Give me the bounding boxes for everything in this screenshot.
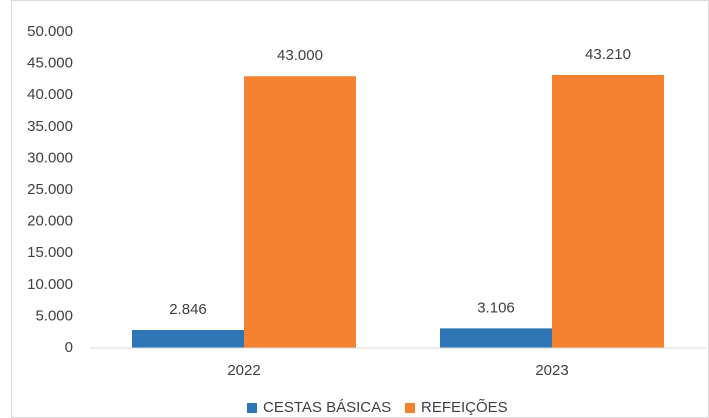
bar bbox=[132, 330, 244, 348]
legend-label: CESTAS BÁSICAS bbox=[263, 399, 391, 416]
data-label: 43.210 bbox=[585, 46, 631, 63]
data-label: 43.000 bbox=[277, 47, 323, 64]
legend-swatch bbox=[405, 403, 415, 413]
y-tick-label: 45.000 bbox=[27, 55, 73, 72]
y-tick-label: 25.000 bbox=[27, 181, 73, 198]
y-tick-label: 5.000 bbox=[35, 307, 73, 324]
y-tick-label: 0 bbox=[65, 339, 73, 356]
y-tick-label: 35.000 bbox=[27, 118, 73, 135]
legend-label: REFEIÇÕES bbox=[421, 399, 508, 416]
bar bbox=[244, 76, 356, 349]
data-label: 3.106 bbox=[477, 299, 515, 316]
bar bbox=[440, 328, 552, 348]
y-tick-label: 20.000 bbox=[27, 213, 73, 230]
y-tick-label: 10.000 bbox=[27, 276, 73, 293]
y-tick-label: 40.000 bbox=[27, 86, 73, 103]
x-tick-label: 2023 bbox=[535, 362, 568, 379]
bar bbox=[552, 74, 664, 348]
x-tick-label: 2022 bbox=[227, 362, 260, 379]
y-tick-label: 30.000 bbox=[27, 149, 73, 166]
data-label: 2.846 bbox=[169, 301, 207, 318]
legend-swatch bbox=[247, 403, 257, 413]
y-tick-label: 15.000 bbox=[27, 244, 73, 261]
y-tick-label: 50.000 bbox=[27, 23, 73, 40]
